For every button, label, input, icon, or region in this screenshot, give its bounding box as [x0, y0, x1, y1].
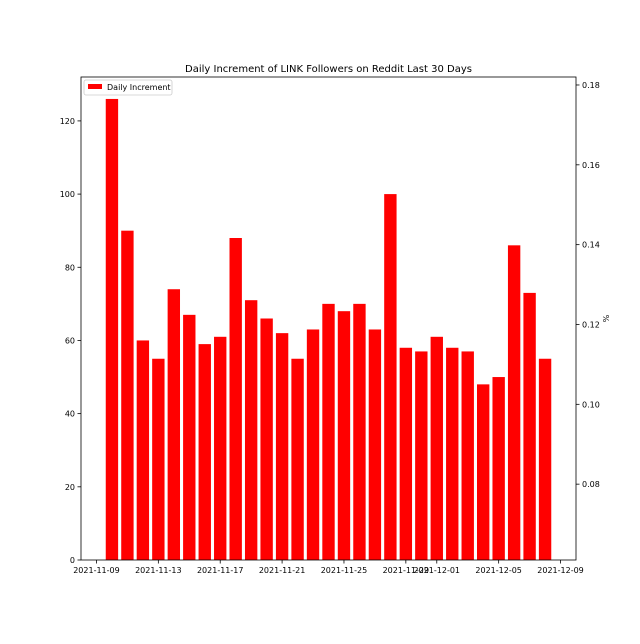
bar	[183, 314, 196, 560]
x-axis-ticks: 2021-11-09 2021-11-13 2021-11-17 2021-11-21…	[73, 560, 584, 575]
bars-layer	[105, 98, 552, 560]
plot-frame	[80, 76, 577, 561]
bar	[477, 384, 490, 560]
bar	[275, 333, 289, 560]
y-tick-label: 80	[65, 263, 75, 272]
chart-title: Daily Increment of LINK Followers on Red…	[185, 64, 472, 75]
secondary-y-axis-ticks: 0.08 0.10 0.12 0.14 0.16 0.18	[576, 81, 600, 489]
bar	[415, 351, 428, 560]
bar	[337, 311, 351, 560]
bar	[152, 358, 165, 560]
y2-tick-label: 0.10	[582, 400, 600, 409]
x-tick-label: 2021-12-05	[475, 566, 522, 575]
y-tick-label: 60	[65, 336, 75, 345]
secondary-y-axis-label: %	[601, 315, 610, 323]
y-tick-label: 120	[60, 117, 75, 126]
x-tick-label: 2021-11-17	[197, 566, 244, 575]
x-tick-label: 2021-12-01	[414, 566, 461, 575]
legend: Daily Increment	[83, 79, 173, 96]
x-tick-label: 2021-11-09	[73, 566, 120, 575]
legend-swatch	[88, 84, 102, 89]
y-axis-ticks: 0 20 40 60 80 100 120	[60, 117, 81, 565]
x-tick-label: 2021-11-21	[259, 566, 306, 575]
bar	[384, 194, 397, 560]
x-tick-label: 2021-12-09	[537, 566, 584, 575]
x-tick-label: 2021-11-13	[135, 566, 182, 575]
legend-label-daily-increment: Daily Increment	[107, 83, 171, 92]
y-tick-label: 100	[60, 190, 75, 199]
bar	[105, 98, 119, 560]
y2-tick-label: 0.08	[582, 480, 600, 489]
bar	[291, 358, 304, 560]
bar	[492, 377, 505, 560]
bar	[507, 245, 521, 560]
bar	[306, 329, 320, 560]
y2-tick-label: 0.12	[582, 320, 600, 329]
bar	[538, 358, 552, 560]
bar	[260, 318, 273, 560]
legend-box	[83, 79, 173, 96]
y2-tick-label: 0.14	[582, 241, 600, 250]
bar	[353, 303, 366, 560]
x-tick-label: 2021-11-25	[321, 566, 368, 575]
bar	[430, 336, 443, 560]
y2-tick-label: 0.16	[582, 161, 600, 170]
bar	[446, 347, 459, 560]
bar	[121, 230, 134, 560]
bar	[198, 344, 211, 560]
x-tick-label: 2021-11-29	[383, 566, 430, 575]
y-tick-label: 0	[70, 556, 75, 565]
axes-layer	[80, 76, 577, 561]
bar	[523, 292, 536, 560]
bar	[461, 351, 474, 560]
y-tick-label: 40	[65, 410, 75, 419]
bar	[229, 238, 242, 560]
bar	[368, 329, 382, 560]
bar	[167, 289, 181, 560]
y-tick-label: 20	[65, 483, 75, 492]
y2-tick-label: 0.18	[582, 81, 600, 90]
bar	[214, 336, 227, 560]
bar	[244, 300, 258, 560]
bar	[322, 303, 335, 560]
bar	[399, 347, 413, 560]
bar	[136, 340, 150, 560]
